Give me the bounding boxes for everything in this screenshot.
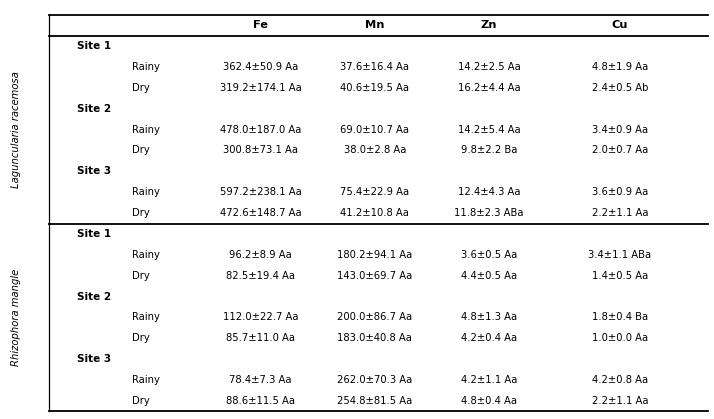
Text: 200.0±86.7 Aa: 200.0±86.7 Aa xyxy=(337,313,413,323)
Text: 11.8±2.3 ABa: 11.8±2.3 ABa xyxy=(454,208,524,218)
Text: 4.2±0.8 Aa: 4.2±0.8 Aa xyxy=(592,375,648,385)
Text: 4.2±0.4 Aa: 4.2±0.4 Aa xyxy=(461,334,517,343)
Text: 16.2±4.4 Aa: 16.2±4.4 Aa xyxy=(458,83,521,93)
Text: 300.8±73.1 Aa: 300.8±73.1 Aa xyxy=(223,145,298,155)
Text: 75.4±22.9 Aa: 75.4±22.9 Aa xyxy=(341,187,409,197)
Text: 69.0±10.7 Aa: 69.0±10.7 Aa xyxy=(341,124,409,134)
Text: 4.8±1.9 Aa: 4.8±1.9 Aa xyxy=(592,62,648,72)
Text: 1.8±0.4 Ba: 1.8±0.4 Ba xyxy=(592,313,648,323)
Text: 4.8±1.3 Aa: 4.8±1.3 Aa xyxy=(461,313,517,323)
Text: 4.8±0.4 Aa: 4.8±0.4 Aa xyxy=(461,396,517,406)
Text: 478.0±187.0 Aa: 478.0±187.0 Aa xyxy=(220,124,301,134)
Text: 37.6±16.4 Aa: 37.6±16.4 Aa xyxy=(341,62,409,72)
Text: Rhizophora mangle: Rhizophora mangle xyxy=(11,269,21,366)
Text: Rainy: Rainy xyxy=(132,375,160,385)
Text: Dry: Dry xyxy=(132,271,150,281)
Text: 2.4±0.5 Ab: 2.4±0.5 Ab xyxy=(592,83,648,93)
Text: Zn: Zn xyxy=(481,20,498,30)
Text: 1.4±0.5 Aa: 1.4±0.5 Aa xyxy=(592,271,648,281)
Text: 14.2±5.4 Aa: 14.2±5.4 Aa xyxy=(458,124,521,134)
Text: 12.4±4.3 Aa: 12.4±4.3 Aa xyxy=(458,187,521,197)
Text: 183.0±40.8 Aa: 183.0±40.8 Aa xyxy=(338,334,412,343)
Text: Rainy: Rainy xyxy=(132,187,160,197)
Text: 362.4±50.9 Aa: 362.4±50.9 Aa xyxy=(223,62,298,72)
Text: 85.7±11.0 Aa: 85.7±11.0 Aa xyxy=(226,334,295,343)
Text: 4.4±0.5 Aa: 4.4±0.5 Aa xyxy=(461,271,517,281)
Text: Site 3: Site 3 xyxy=(77,166,111,176)
Text: 88.6±11.5 Aa: 88.6±11.5 Aa xyxy=(226,396,295,406)
Text: Dry: Dry xyxy=(132,83,150,93)
Text: 3.6±0.5 Aa: 3.6±0.5 Aa xyxy=(461,250,517,260)
Text: Dry: Dry xyxy=(132,145,150,155)
Text: 38.0±2.8 Aa: 38.0±2.8 Aa xyxy=(343,145,406,155)
Text: Rainy: Rainy xyxy=(132,62,160,72)
Text: Site 2: Site 2 xyxy=(77,292,111,302)
Text: Dry: Dry xyxy=(132,208,150,218)
Text: 262.0±70.3 Aa: 262.0±70.3 Aa xyxy=(337,375,413,385)
Text: Cu: Cu xyxy=(611,20,628,30)
Text: 14.2±2.5 Aa: 14.2±2.5 Aa xyxy=(458,62,521,72)
Text: Dry: Dry xyxy=(132,396,150,406)
Text: 2.2±1.1 Aa: 2.2±1.1 Aa xyxy=(591,396,648,406)
Text: 40.6±19.5 Aa: 40.6±19.5 Aa xyxy=(341,83,409,93)
Text: 2.2±1.1 Aa: 2.2±1.1 Aa xyxy=(591,208,648,218)
Text: 143.0±69.7 Aa: 143.0±69.7 Aa xyxy=(337,271,413,281)
Text: 1.0±0.0 Aa: 1.0±0.0 Aa xyxy=(592,334,648,343)
Text: Dry: Dry xyxy=(132,334,150,343)
Text: Site 1: Site 1 xyxy=(77,41,111,51)
Text: 2.0±0.7 Aa: 2.0±0.7 Aa xyxy=(592,145,648,155)
Text: Rainy: Rainy xyxy=(132,250,160,260)
Text: Fe: Fe xyxy=(253,20,268,30)
Text: 9.8±2.2 Ba: 9.8±2.2 Ba xyxy=(461,145,517,155)
Text: 3.4±0.9 Aa: 3.4±0.9 Aa xyxy=(592,124,648,134)
Text: 319.2±174.1 Aa: 319.2±174.1 Aa xyxy=(220,83,301,93)
Text: Mn: Mn xyxy=(365,20,385,30)
Text: Site 3: Site 3 xyxy=(77,354,111,364)
Text: Site 1: Site 1 xyxy=(77,229,111,239)
Text: 254.8±81.5 Aa: 254.8±81.5 Aa xyxy=(337,396,413,406)
Text: 180.2±94.1 Aa: 180.2±94.1 Aa xyxy=(337,250,413,260)
Text: Rainy: Rainy xyxy=(132,313,160,323)
Text: 82.5±19.4 Aa: 82.5±19.4 Aa xyxy=(226,271,295,281)
Text: 78.4±7.3 Aa: 78.4±7.3 Aa xyxy=(229,375,292,385)
Text: 41.2±10.8 Aa: 41.2±10.8 Aa xyxy=(341,208,409,218)
Text: Rainy: Rainy xyxy=(132,124,160,134)
Text: Site 2: Site 2 xyxy=(77,103,111,114)
Text: 112.0±22.7 Aa: 112.0±22.7 Aa xyxy=(223,313,298,323)
Text: 3.6±0.9 Aa: 3.6±0.9 Aa xyxy=(592,187,648,197)
Text: 597.2±238.1 Aa: 597.2±238.1 Aa xyxy=(220,187,301,197)
Text: 4.2±1.1 Aa: 4.2±1.1 Aa xyxy=(461,375,517,385)
Text: Laguncularia racemosa: Laguncularia racemosa xyxy=(11,71,21,188)
Text: 96.2±8.9 Aa: 96.2±8.9 Aa xyxy=(229,250,292,260)
Text: 472.6±148.7 Aa: 472.6±148.7 Aa xyxy=(220,208,301,218)
Text: 3.4±1.1 ABa: 3.4±1.1 ABa xyxy=(588,250,651,260)
